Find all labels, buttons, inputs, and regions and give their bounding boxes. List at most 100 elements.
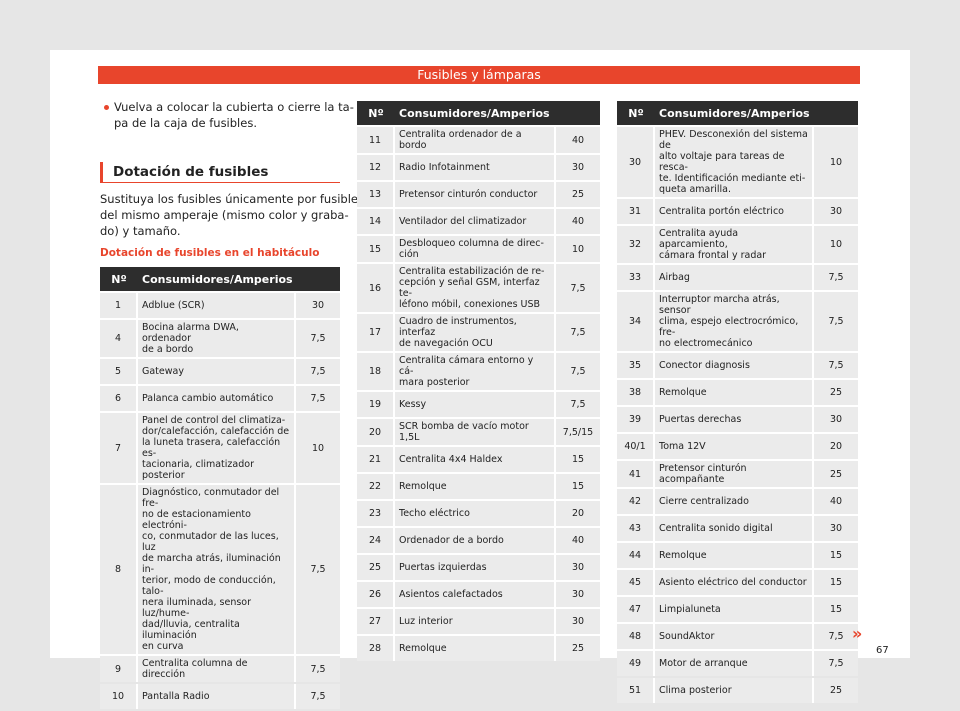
table-cell: Remolque — [655, 543, 814, 568]
table-cell: 8 — [100, 485, 138, 654]
table-cell: 30 — [556, 582, 600, 607]
page-title: Fusibles y lámparas — [98, 66, 860, 84]
table-row: 42 Cierre centralizado 40 — [617, 489, 858, 514]
table-cell: 1 — [100, 293, 138, 318]
header-row: Nº Consumidores/Amperios — [617, 101, 858, 125]
table-row: 17 Cuadro de instrumentos, interfaz de na… — [357, 314, 600, 351]
table-cell: Centralita ayuda aparcamiento, cámara fr… — [655, 226, 814, 263]
table-cell: Gateway — [138, 359, 296, 384]
table-cell: Ordenador de a bordo — [395, 528, 556, 553]
table-row: 26 Asientos calefactados 30 — [357, 582, 600, 607]
table-cell: 7,5 — [296, 684, 340, 709]
table-cell: Centralita ordenador de a bordo — [395, 127, 556, 153]
table-cell: 7,5 — [814, 651, 858, 676]
table-cell: 7,5 — [556, 392, 600, 417]
table-row: 31 Centralita portón eléctrico 30 — [617, 199, 858, 224]
fuse-table: Nº Consumidores/Amperios 30 PHEV. Desconexi… — [617, 99, 858, 705]
table-cell: Remolque — [655, 380, 814, 405]
table-cell: Palanca cambio automático — [138, 386, 296, 411]
table-cell: 7,5 — [814, 265, 858, 290]
table-row: 35 Conector diagnosis 7,5 — [617, 353, 858, 378]
table-cell: 12 — [357, 155, 395, 180]
table-row: 30 PHEV. Desconexión del sistema de alto … — [617, 127, 858, 197]
table-row: 47 Limpialuneta 15 — [617, 597, 858, 622]
header-cell: Consumidores/Amperios — [138, 267, 340, 291]
table-cell: Bocina alarma DWA, ordenador de a bordo — [138, 320, 296, 357]
table-cell: 40 — [556, 127, 600, 153]
table-row: 11 Centralita ordenador de a bordo 40 — [357, 127, 600, 153]
table-cell: Diagnóstico, conmutador del fre- no de e… — [138, 485, 296, 654]
fuse-table: Nº Consumidores/Amperios 1 Adblue (SCR) 30 4 B… — [100, 265, 340, 711]
table-cell: 51 — [617, 678, 655, 703]
table-row: 13 Pretensor cinturón conductor 25 — [357, 182, 600, 207]
table-cell: 7,5 — [296, 320, 340, 357]
table-cell: 5 — [100, 359, 138, 384]
table-cell: 30 — [814, 516, 858, 541]
table-cell: 32 — [617, 226, 655, 263]
header-cell: Nº — [100, 267, 138, 291]
table-row: 24 Ordenador de a bordo 40 — [357, 528, 600, 553]
table-cell: 42 — [617, 489, 655, 514]
table-cell: 10 — [296, 413, 340, 483]
header-cell: Nº — [617, 101, 655, 125]
table-cell: Radio Infotainment — [395, 155, 556, 180]
table-row: 28 Remolque 25 — [357, 636, 600, 661]
table-cell: 25 — [357, 555, 395, 580]
table-cell: 14 — [357, 209, 395, 234]
table-cell: Desbloqueo columna de direc- ción — [395, 236, 556, 262]
table-cell: 7,5 — [556, 353, 600, 390]
table-cell: 7,5 — [296, 359, 340, 384]
table-cell: 7,5 — [814, 624, 858, 649]
table-cell: 44 — [617, 543, 655, 568]
header-row: Nº Consumidores/Amperios — [100, 267, 340, 291]
table-cell: 9 — [100, 656, 138, 682]
table-cell: 34 — [617, 292, 655, 351]
table-cell: 40/1 — [617, 434, 655, 459]
table-cell: 30 — [556, 609, 600, 634]
table-cell: 35 — [617, 353, 655, 378]
header-cell: Nº — [357, 101, 395, 125]
table-row: 6 Palanca cambio automático 7,5 — [100, 386, 340, 411]
table-row: 44 Remolque 15 — [617, 543, 858, 568]
table-row: 23 Techo eléctrico 20 — [357, 501, 600, 526]
continue-mark: » — [852, 624, 863, 643]
table-row: 45 Asiento eléctrico del conductor 15 — [617, 570, 858, 595]
table-row: 20 SCR bomba de vacío motor 1,5L 7,5/15 — [357, 419, 600, 445]
table-cell: 7,5 — [556, 264, 600, 312]
table-cell: PHEV. Desconexión del sistema de alto vo… — [655, 127, 814, 197]
table-cell: Asientos calefactados — [395, 582, 556, 607]
table-cell: 30 — [556, 555, 600, 580]
table-cell: 30 — [296, 293, 340, 318]
table-row: 40/1 Toma 12V 20 — [617, 434, 858, 459]
header-cell: Consumidores/Amperios — [655, 101, 858, 125]
table-row: 10 Pantalla Radio 7,5 — [100, 684, 340, 709]
table-cell: 15 — [357, 236, 395, 262]
table-cell: Centralita cámara entorno y cá- mara pos… — [395, 353, 556, 390]
table-cell: 38 — [617, 380, 655, 405]
table-cell: 33 — [617, 265, 655, 290]
table-cell: Pretensor cinturón acompañante — [655, 461, 814, 487]
section-heading: Dotación de fusibles — [100, 162, 268, 182]
table-cell: 25 — [814, 380, 858, 405]
subheading: Dotación de fusibles en el habitáculo — [100, 247, 320, 259]
table-cell: 43 — [617, 516, 655, 541]
table-cell: Centralita sonido digital — [655, 516, 814, 541]
table-cell: 15 — [814, 543, 858, 568]
table-row: 5 Gateway 7,5 — [100, 359, 340, 384]
table-cell: 19 — [357, 392, 395, 417]
table-row: 49 Motor de arranque 7,5 — [617, 651, 858, 676]
table-cell: 49 — [617, 651, 655, 676]
table-cell: 7,5 — [296, 485, 340, 654]
table-row: 12 Radio Infotainment 30 — [357, 155, 600, 180]
table-cell: Puertas izquierdas — [395, 555, 556, 580]
table-row: 18 Centralita cámara entorno y cá- mara p… — [357, 353, 600, 390]
header-cell: Consumidores/Amperios — [395, 101, 600, 125]
table-row: 39 Puertas derechas 30 — [617, 407, 858, 432]
table-cell: Remolque — [395, 636, 556, 661]
table-cell: 30 — [617, 127, 655, 197]
table-cell: Asiento eléctrico del conductor — [655, 570, 814, 595]
bullet-text: Vuelva a colocar la cubierta o cierre la… — [114, 100, 354, 130]
table-cell: 27 — [357, 609, 395, 634]
table-cell: Puertas derechas — [655, 407, 814, 432]
